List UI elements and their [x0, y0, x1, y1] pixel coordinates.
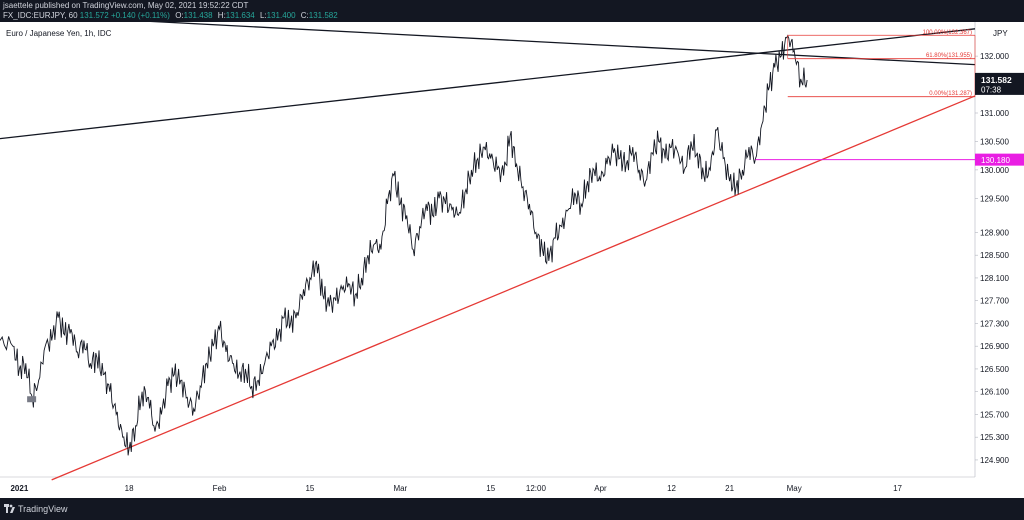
x-tick-label: Feb: [213, 484, 227, 493]
support-price-label: 130.180: [981, 156, 1010, 165]
y-tick-label: 130.500: [980, 137, 1009, 146]
y-tick-label: 128.500: [980, 251, 1009, 260]
x-tick-label: Mar: [393, 484, 407, 493]
high-value: 131.634: [225, 11, 255, 20]
x-tick-label: 2021: [10, 484, 28, 493]
header-bar: jsaettele published on TradingView.com, …: [0, 0, 1024, 22]
y-tick-label: 125.700: [980, 410, 1009, 419]
x-tick-label: 15: [486, 484, 495, 493]
y-tick-label: 129.500: [980, 194, 1009, 203]
y-tick-label: 128.900: [980, 228, 1009, 237]
symbol-info: FX_IDC:EURJPY, 60 131.572 +0.140 (+0.11%…: [3, 11, 338, 20]
trendline-1: [0, 28, 976, 140]
low-value: 131.400: [266, 11, 296, 20]
fib-level-label: 0.00%(131.287): [929, 91, 972, 97]
x-tick-label: 12:00: [526, 484, 547, 493]
change-value: +0.140 (+0.11%): [110, 11, 170, 20]
x-tick-label: 18: [125, 484, 134, 493]
symbol-title: Euro / Japanese Yen, 1h, IDC: [6, 29, 112, 38]
y-tick-label: 127.300: [980, 319, 1009, 328]
trendline-2: [150, 22, 976, 66]
price-chart[interactable]: Euro / Japanese Yen, 1h, IDC 124.900 125.3…: [0, 22, 1024, 498]
y-tick-label: 125.300: [980, 433, 1009, 442]
x-tick-label: 12: [667, 484, 676, 493]
tradingview-brand: TradingView: [18, 504, 68, 514]
open-label: O:: [175, 11, 184, 20]
x-tick-label: 17: [893, 484, 902, 493]
y-tick-label: 126.100: [980, 388, 1009, 397]
y-tick-label: 126.500: [980, 365, 1009, 374]
low-marker: [27, 396, 37, 403]
publish-info: jsaettele published on TradingView.com, …: [3, 1, 249, 10]
fib-level-label: 100.00%(132.367): [923, 30, 972, 36]
close-value: 131.582: [308, 11, 338, 20]
close-label: C:: [300, 11, 309, 20]
y-tick-label: 124.900: [980, 456, 1009, 465]
open-value: 131.438: [183, 11, 213, 20]
symbol-label: FX_IDC:EURJPY, 60: [3, 11, 78, 20]
y-tick-label: 132.000: [980, 52, 1009, 61]
x-tick-label: Apr: [594, 484, 607, 493]
y-tick-label: 128.100: [980, 274, 1009, 283]
low-label: L:: [259, 11, 267, 20]
y-tick-label: 126.900: [980, 342, 1009, 351]
footer-bar: TradingView: [0, 498, 1024, 520]
high-label: H:: [217, 11, 226, 20]
plot-area: [0, 22, 975, 477]
tradingview-logo-icon: [4, 504, 15, 513]
currency-label: JPY: [993, 29, 1008, 38]
last-price-label: 131.582: [981, 75, 1012, 85]
last-value: 131.572: [79, 11, 109, 20]
last-price-box: [975, 72, 1024, 95]
x-tick-label: 21: [725, 484, 734, 493]
y-tick-label: 131.000: [980, 109, 1009, 118]
support-price-box: [975, 153, 1024, 166]
x-tick-label: May: [787, 484, 802, 493]
countdown-label: 07:38: [981, 85, 1002, 94]
y-tick-label: 130.000: [980, 166, 1009, 175]
fib-level-label: 61.80%(131.955): [926, 53, 972, 59]
price-series-line: [0, 34, 808, 456]
x-tick-label: 15: [305, 484, 314, 493]
y-tick-label: 127.700: [980, 297, 1009, 306]
